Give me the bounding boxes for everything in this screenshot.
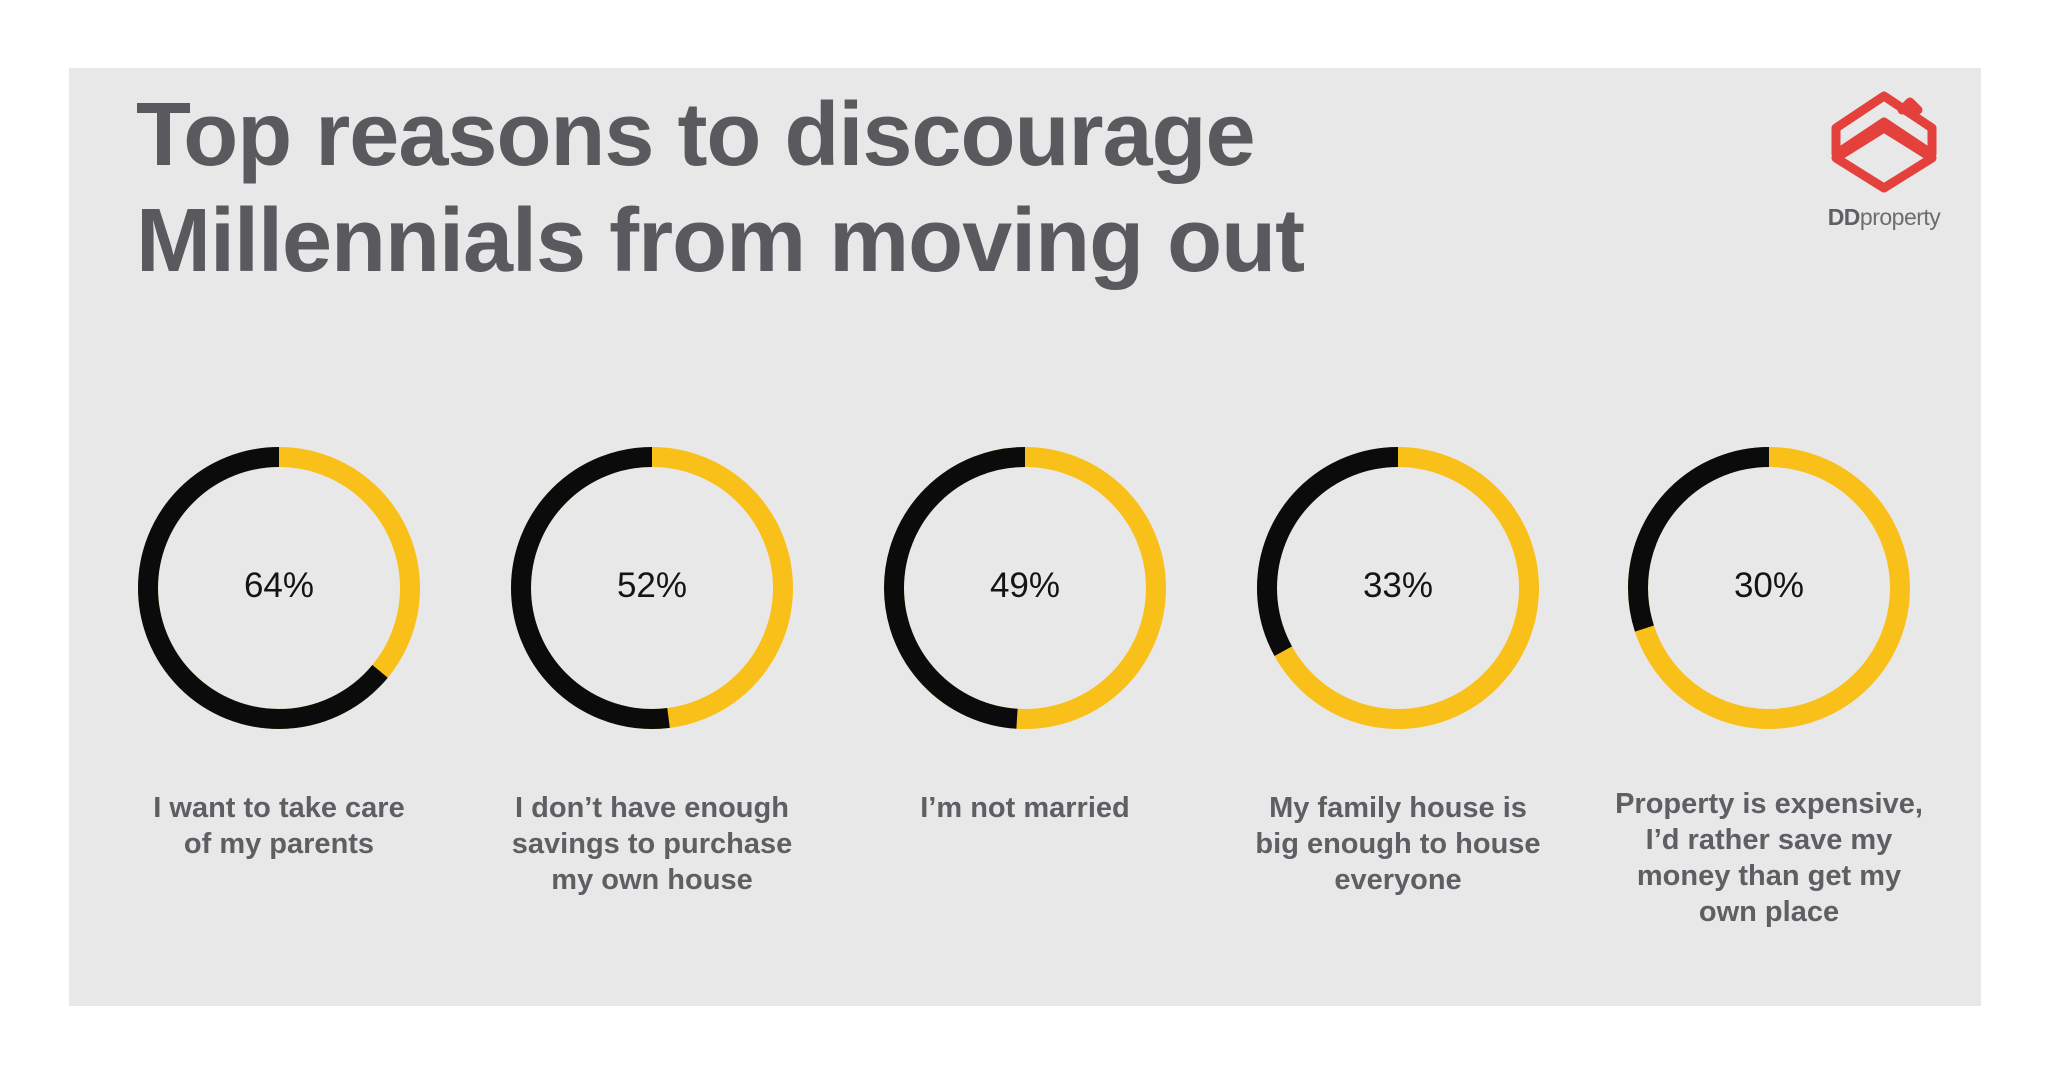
category-label-5-line-2: I’d rather save my xyxy=(1645,824,1893,856)
category-label-2: I don’t have enough savings to purchase my… xyxy=(492,790,812,898)
category-label-2-line-3: my own house xyxy=(551,864,753,896)
percent-label-4: 33% xyxy=(1362,566,1434,605)
donut-4 xyxy=(1257,447,1539,729)
category-label-5-line-1: Property is expensive, xyxy=(1615,788,1923,820)
category-label-2-line-2: savings to purchase xyxy=(511,828,793,860)
donut-3 xyxy=(884,447,1166,729)
category-label-1: I want to take care of my parents xyxy=(119,790,439,862)
donut-value-arc-2 xyxy=(511,447,793,729)
percent-label-1: 64% xyxy=(243,566,315,605)
background-panel xyxy=(69,68,1981,1006)
ddproperty-logo: DDproperty xyxy=(1818,88,1950,238)
category-label-4-line-1: My family house is xyxy=(1269,792,1527,824)
category-label-5-line-3: money than get my xyxy=(1636,860,1902,892)
donut-value-arc-3 xyxy=(884,447,1166,729)
donut-value-arc-4 xyxy=(1257,447,1539,729)
category-label-3: I’m not married xyxy=(865,790,1185,826)
category-label-2-line-1: I don’t have enough xyxy=(515,792,789,824)
category-label-1-line-1: I want to take care xyxy=(153,792,405,824)
category-label-4-line-2: big enough to house xyxy=(1255,828,1541,860)
title-line-2: Millennials from moving out xyxy=(136,191,1305,291)
percent-label-2: 52% xyxy=(616,566,688,605)
donut-value-arc-5 xyxy=(1628,447,1910,729)
donut-2 xyxy=(511,447,793,729)
donut-1 xyxy=(138,447,420,729)
logo-wordmark: DDproperty xyxy=(1827,204,1941,230)
donut-5 xyxy=(1628,447,1910,729)
chart-title: Top reasons to discourage Millennials fr… xyxy=(136,82,1305,294)
category-label-4: My family house is big enough to house eve… xyxy=(1238,790,1558,898)
category-label-5-line-4: own place xyxy=(1698,896,1840,928)
category-label-5: Property is expensive, I’d rather save my… xyxy=(1609,786,1929,930)
ddproperty-house-logo-icon xyxy=(1831,91,1937,193)
percent-label-5: 30% xyxy=(1733,566,1805,605)
category-label-3-line-1: I’m not married xyxy=(920,792,1130,824)
percent-label-3: 49% xyxy=(989,566,1061,605)
category-label-1-line-2: of my parents xyxy=(183,828,375,860)
donut-value-arc-1 xyxy=(138,447,420,729)
title-line-1: Top reasons to discourage xyxy=(136,85,1256,185)
category-label-4-line-3: everyone xyxy=(1334,864,1462,896)
